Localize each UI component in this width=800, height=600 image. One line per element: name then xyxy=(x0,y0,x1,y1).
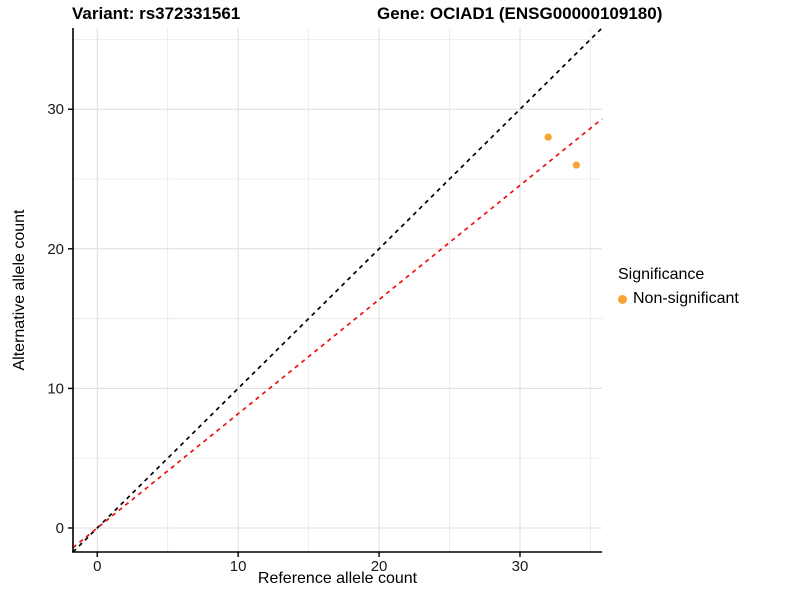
x-axis-title: Reference allele count xyxy=(257,570,418,587)
x-tick-label: 20 xyxy=(371,558,388,575)
legend-key-dot-icon xyxy=(618,294,627,304)
plot-title-gene: Gene: OCIAD1 (ENSG00000109180) xyxy=(377,4,663,23)
x-tick-label: 30 xyxy=(512,558,529,575)
legend: Significance Non-significant xyxy=(618,266,739,308)
legend-title: Significance xyxy=(618,266,705,283)
y-tick-label: 30 xyxy=(47,101,64,118)
data-point xyxy=(572,161,580,169)
y-axis-title: Alternative allele count xyxy=(11,209,28,371)
data-point xyxy=(544,133,552,141)
x-tick-label: 10 xyxy=(230,558,247,575)
identity-line xyxy=(72,27,603,553)
x-tick-label: 0 xyxy=(93,558,101,575)
legend-item-label: Non-significant xyxy=(633,290,739,307)
y-tick-label: 20 xyxy=(47,241,64,258)
allelic-ratio-line xyxy=(72,118,603,549)
y-tick-label: 0 xyxy=(56,520,64,537)
legend-item-non-significant: Non-significant xyxy=(618,290,739,308)
plot-title-variant: Variant: rs372331561 xyxy=(72,4,241,23)
y-tick-label: 10 xyxy=(47,380,64,397)
